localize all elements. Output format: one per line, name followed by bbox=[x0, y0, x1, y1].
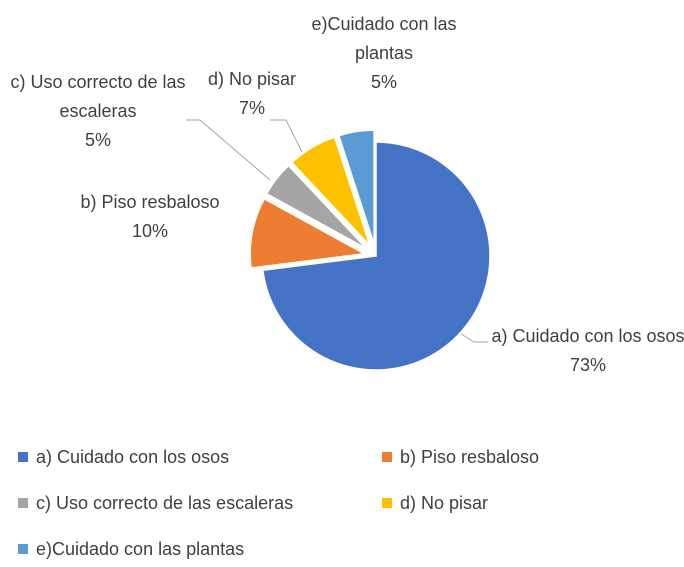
data-label-value: 10% bbox=[131, 221, 169, 241]
legend-swatch bbox=[382, 452, 392, 462]
legend-swatch bbox=[382, 498, 392, 508]
pie-slice bbox=[290, 136, 371, 247]
data-label-value: 73% bbox=[569, 355, 607, 375]
leader-lines bbox=[186, 119, 488, 343]
legend-item: b) Piso resbaloso bbox=[382, 444, 539, 470]
legend-label: c) Uso correcto de las escaleras bbox=[36, 492, 294, 513]
data-label-category: b) Piso resbaloso bbox=[80, 192, 220, 212]
legend-label: e)Cuidado con las plantas bbox=[36, 538, 245, 559]
data-label: c) Uso correcto de las escaleras 5% bbox=[8, 68, 188, 155]
legend-swatch bbox=[18, 452, 28, 462]
legend-item: e)Cuidado con las plantas bbox=[18, 536, 244, 562]
legend-swatch bbox=[18, 498, 28, 508]
data-label: b) Piso resbaloso 10% bbox=[45, 188, 255, 246]
legend-item: c) Uso correcto de las escaleras bbox=[18, 490, 293, 516]
data-label: d) No pisar 7% bbox=[197, 65, 307, 123]
pie-slice bbox=[337, 129, 375, 245]
leader-line bbox=[186, 119, 271, 181]
leader-line bbox=[270, 119, 303, 153]
legend-label: a) Cuidado con los osos bbox=[36, 446, 230, 467]
leader-line bbox=[457, 331, 488, 343]
legend-label: b) Piso resbaloso bbox=[400, 446, 540, 467]
data-label-category: a) Cuidado con los osos bbox=[491, 326, 684, 346]
data-label-value: 5% bbox=[84, 130, 111, 150]
pie-slice bbox=[265, 164, 368, 250]
data-label-category: e)Cuidado con las plantas bbox=[311, 14, 457, 63]
data-label-category: d) No pisar bbox=[207, 69, 297, 89]
pie-slice bbox=[249, 197, 367, 269]
legend-item: a) Cuidado con los osos bbox=[18, 444, 229, 470]
data-label: e)Cuidado con las plantas 5% bbox=[289, 10, 479, 97]
data-label-category: c) Uso correcto de las escaleras bbox=[10, 72, 186, 121]
legend-item: d) No pisar bbox=[382, 490, 488, 516]
legend-label: d) No pisar bbox=[400, 492, 489, 513]
legend-swatch bbox=[18, 544, 28, 554]
pie-slice bbox=[262, 141, 491, 371]
data-label: a) Cuidado con los osos 73% bbox=[483, 322, 684, 380]
data-label-value: 5% bbox=[370, 72, 397, 92]
data-label-value: 7% bbox=[238, 98, 265, 118]
